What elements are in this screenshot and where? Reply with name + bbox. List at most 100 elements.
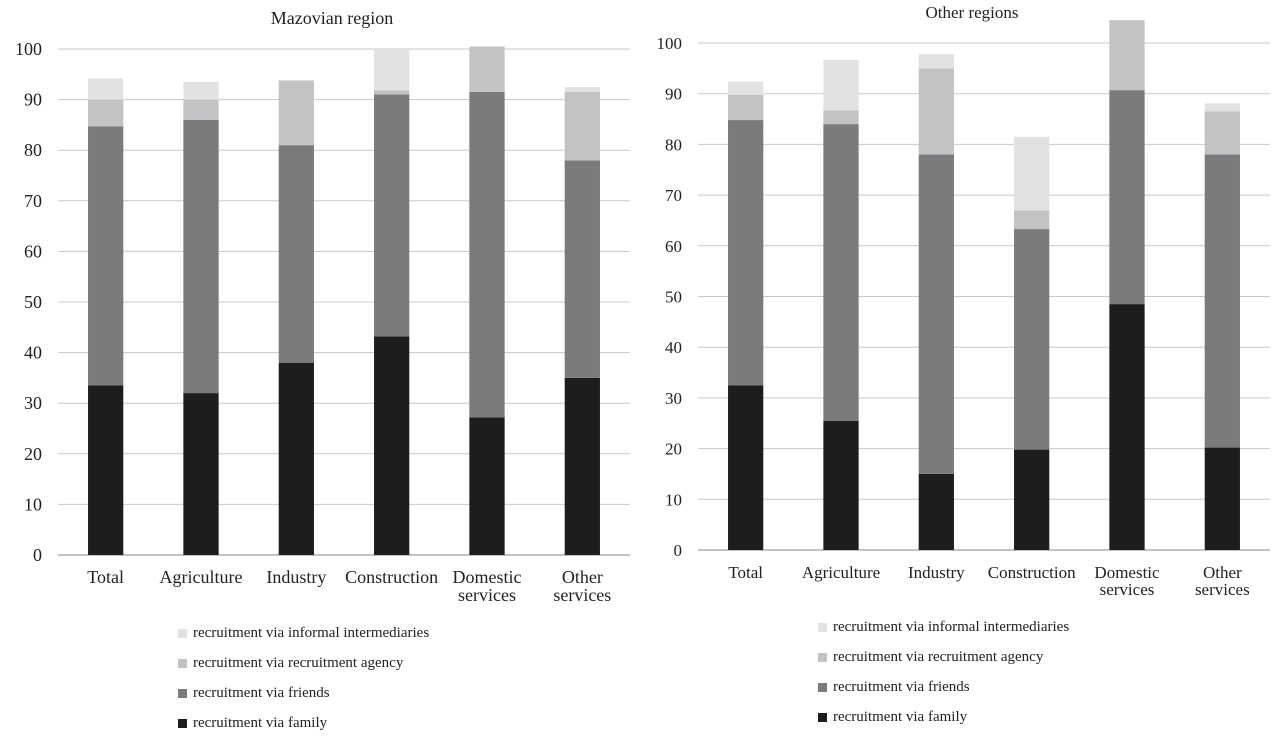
bar-construction-recruitment-via-informal-intermediaries bbox=[1014, 136, 1050, 211]
y-tick-label: 10 bbox=[665, 490, 682, 509]
x-tick-label-domestic-services: Domestic services bbox=[453, 567, 522, 605]
chart-title: Other regions bbox=[925, 3, 1018, 22]
legend-item-recruitment-via-friends: recruitment via friends bbox=[178, 678, 429, 708]
bar-other-services-recruitment-via-friends bbox=[564, 160, 600, 378]
bar-domestic-services-recruitment-via-recruitment-agency bbox=[469, 46, 505, 93]
y-tick-label: 30 bbox=[665, 389, 682, 408]
legend-item-recruitment-via-recruitment-agency: recruitment via recruitment agency bbox=[178, 648, 429, 678]
legend-label: recruitment via family bbox=[193, 715, 328, 731]
y-tick-label: 80 bbox=[665, 135, 682, 154]
bar-total-recruitment-via-friends bbox=[88, 126, 124, 386]
x-tick-label-agriculture: Agriculture bbox=[802, 563, 880, 582]
bar-agriculture-recruitment-via-family bbox=[183, 393, 219, 555]
bar-other-services-recruitment-via-recruitment-agency bbox=[564, 92, 600, 161]
bar-industry-recruitment-via-recruitment-agency bbox=[918, 68, 954, 155]
bar-agriculture-recruitment-via-friends bbox=[823, 124, 859, 421]
legend-item-recruitment-via-recruitment-agency: recruitment via recruitment agency bbox=[818, 642, 1069, 672]
y-tick-label: 50 bbox=[665, 288, 682, 307]
y-tick-label: 70 bbox=[665, 186, 682, 205]
x-tick-label-total: Total bbox=[87, 567, 124, 587]
bar-agriculture-recruitment-via-informal-intermediaries bbox=[183, 81, 219, 100]
bar-domestic-services-recruitment-via-family bbox=[469, 417, 505, 555]
x-tick-label-construction: Construction bbox=[345, 567, 438, 587]
y-tick-label: 50 bbox=[24, 292, 42, 312]
bar-agriculture-recruitment-via-family bbox=[823, 420, 859, 550]
y-tick-label: 40 bbox=[665, 338, 682, 357]
x-tick-label-industry: Industry bbox=[908, 563, 965, 582]
x-tick-label-other-services: Other services bbox=[1195, 563, 1250, 599]
bar-industry-recruitment-via-friends bbox=[918, 154, 954, 474]
legend-swatch bbox=[818, 682, 827, 692]
y-tick-label: 0 bbox=[33, 545, 42, 565]
y-tick-label: 10 bbox=[24, 494, 42, 514]
y-tick-label: 30 bbox=[24, 393, 42, 413]
chart-svg-mazovian: Mazovian region 0 10 20 30 40 50 60 70 80 90 100 Tot… bbox=[15, 8, 630, 605]
bar-total-recruitment-via-family bbox=[88, 385, 124, 555]
legend-label: recruitment via recruitment agency bbox=[833, 649, 1044, 665]
y-tick-label: 100 bbox=[657, 34, 683, 53]
legend-swatch bbox=[818, 712, 827, 722]
y-tick-label: 20 bbox=[24, 444, 42, 464]
chart-svg-other-regions: Other regions 0 10 20 30 40 50 60 70 80 90 100 Total… bbox=[657, 3, 1270, 599]
legend-label: recruitment via informal intermediaries bbox=[833, 619, 1070, 635]
bar-industry-recruitment-via-recruitment-agency bbox=[278, 80, 314, 146]
bar-construction-recruitment-via-family bbox=[374, 336, 410, 555]
bar-industry-recruitment-via-friends bbox=[278, 145, 314, 363]
x-tick-label-other-services: Other services bbox=[553, 567, 611, 605]
x-tick-label-domestic-services: Domestic services bbox=[1094, 563, 1160, 599]
bar-total-recruitment-via-friends bbox=[728, 120, 764, 386]
legend-swatch bbox=[818, 622, 827, 632]
bar-construction-recruitment-via-friends bbox=[374, 94, 410, 337]
bar-other-services-recruitment-via-family bbox=[564, 377, 600, 555]
y-tick-label: 60 bbox=[24, 241, 42, 261]
chart-mazovian-region: Mazovian region 0 10 20 30 40 50 60 70 80 90 100 Tot… bbox=[0, 0, 635, 733]
bar-construction-recruitment-via-recruitment-agency bbox=[374, 90, 410, 95]
chart-title: Mazovian region bbox=[271, 8, 393, 28]
legend-label: recruitment via friends bbox=[193, 685, 330, 701]
bar-industry-recruitment-via-family bbox=[918, 473, 954, 550]
bar-total-recruitment-via-recruitment-agency bbox=[88, 99, 124, 127]
bar-domestic-services-recruitment-via-friends bbox=[469, 92, 505, 418]
y-tick-label: 80 bbox=[24, 140, 42, 160]
legend-item-recruitment-via-friends: recruitment via friends bbox=[818, 672, 1069, 702]
bar-domestic-services-recruitment-via-recruitment-agency bbox=[1109, 20, 1145, 91]
y-tick-label: 100 bbox=[15, 39, 42, 59]
legend-swatch bbox=[178, 628, 187, 638]
bar-other-services-recruitment-via-informal-intermediaries bbox=[1204, 103, 1240, 112]
legend-label: recruitment via family bbox=[833, 709, 968, 725]
y-tick-label: 90 bbox=[24, 90, 42, 110]
legend-swatch bbox=[178, 688, 187, 698]
legend-item-recruitment-via-informal-intermediaries: recruitment via informal intermediaries bbox=[178, 618, 429, 648]
bar-agriculture-recruitment-via-recruitment-agency bbox=[823, 110, 859, 125]
legend-label: recruitment via friends bbox=[833, 679, 970, 695]
legend-label: recruitment via recruitment agency bbox=[193, 655, 404, 671]
y-tick-label: 0 bbox=[674, 541, 683, 560]
y-tick-label: 60 bbox=[665, 237, 682, 256]
chart-other-regions: Other regions 0 10 20 30 40 50 60 70 80 90 100 Total… bbox=[640, 0, 1275, 733]
bar-agriculture-recruitment-via-friends bbox=[183, 119, 219, 394]
x-tick-label-industry: Industry bbox=[266, 567, 326, 587]
bar-total-recruitment-via-informal-intermediaries bbox=[88, 78, 124, 100]
legend-swatch bbox=[178, 658, 187, 668]
y-tick-label: 90 bbox=[665, 85, 682, 104]
bar-industry-recruitment-via-informal-intermediaries bbox=[918, 54, 954, 69]
bar-construction-recruitment-via-informal-intermediaries bbox=[374, 49, 410, 91]
bar-other-services-recruitment-via-informal-intermediaries bbox=[564, 86, 600, 93]
legend-mazovian: recruitment via informal intermediaries r… bbox=[178, 618, 429, 738]
bar-agriculture-recruitment-via-informal-intermediaries bbox=[823, 59, 859, 111]
y-tick-label: 70 bbox=[24, 191, 42, 211]
legend-swatch bbox=[818, 652, 827, 662]
legend-item-recruitment-via-informal-intermediaries: recruitment via informal intermediaries bbox=[818, 612, 1069, 642]
bar-industry-recruitment-via-family bbox=[278, 362, 314, 555]
y-tick-label: 40 bbox=[24, 343, 42, 363]
legend-label: recruitment via informal intermediaries bbox=[193, 625, 430, 641]
bar-construction-recruitment-via-friends bbox=[1014, 229, 1050, 450]
y-tick-label: 20 bbox=[665, 440, 682, 459]
legend-swatch bbox=[178, 718, 187, 728]
bar-construction-recruitment-via-family bbox=[1014, 449, 1050, 550]
bar-other-services-recruitment-via-recruitment-agency bbox=[1204, 111, 1240, 155]
legend-item-recruitment-via-family: recruitment via family bbox=[818, 702, 1069, 732]
bar-agriculture-recruitment-via-recruitment-agency bbox=[183, 99, 219, 120]
x-tick-label-agriculture: Agriculture bbox=[160, 567, 243, 587]
bar-domestic-services-recruitment-via-family bbox=[1109, 304, 1145, 550]
